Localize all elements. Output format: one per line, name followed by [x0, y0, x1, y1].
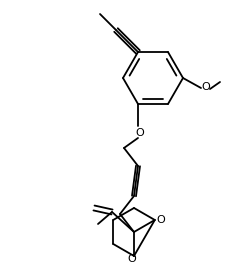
Text: O: O: [128, 254, 136, 264]
Text: O: O: [156, 215, 165, 225]
Text: O: O: [202, 82, 210, 92]
Text: O: O: [136, 128, 144, 138]
